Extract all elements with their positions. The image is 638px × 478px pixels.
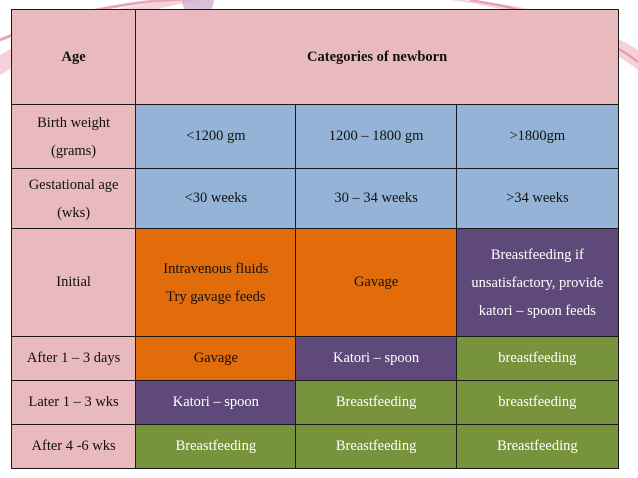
row-label-after-1-3-days: After 1 – 3 days [10, 336, 137, 381]
cell-line: Try gavage feeds [166, 288, 266, 305]
table-row-after-4-6-wks: After 4 -6 wks Breastfeeding Breastfeedi… [10, 424, 620, 469]
table-header-row: Age Categories of newborn [10, 9, 619, 105]
table-cell: 1200 – 1800 gm [295, 104, 457, 169]
cell-line: katori – spoon feeds [478, 302, 596, 319]
table-cell: Breastfeeding [455, 424, 620, 469]
table-row-initial: Initial Intravenous fluids Try gavage fe… [10, 228, 620, 337]
table-row-birth-weight: Birth weight (grams) <1200 gm 1200 – 180… [10, 104, 620, 169]
table-cell: >34 weeks [455, 168, 620, 229]
table-cell: Katori – spoon [295, 336, 457, 381]
row-label-line: (grams) [51, 142, 97, 159]
cell-line: Breastfeeding if [490, 246, 584, 263]
header-categories: Categories of newborn [135, 9, 619, 105]
table-cell: Breastfeeding [295, 424, 457, 469]
row-label-line: Gestational age [28, 176, 119, 193]
table-cell: Breastfeeding [135, 424, 297, 469]
table-cell: breastfeeding [455, 336, 620, 381]
table-cell: Breastfeeding [295, 380, 457, 425]
feeding-categories-table: Age Categories of newborn Birth weight (… [10, 9, 620, 469]
cell-line: Intravenous fluids [163, 260, 269, 277]
row-label-initial: Initial [10, 228, 137, 337]
table-row-after-1-3-days: After 1 – 3 days Gavage Katori – spoon b… [10, 336, 620, 381]
row-label-later-1-3-wks: Later 1 – 3 wks [10, 380, 137, 425]
table-row-later-1-3-wks: Later 1 – 3 wks Katori – spoon Breastfee… [10, 380, 620, 425]
table-cell: Katori – spoon [135, 380, 297, 425]
table-cell: breastfeeding [455, 380, 620, 425]
table-cell: <30 weeks [135, 168, 297, 229]
table-cell: >1800gm [455, 104, 620, 169]
table-cell: Gavage [295, 228, 457, 337]
header-age: Age [10, 9, 137, 105]
table-cell: Gavage [135, 336, 297, 381]
row-label-line: Birth weight [37, 114, 111, 131]
row-label-birth-weight: Birth weight (grams) [10, 104, 137, 169]
table-cell: Breastfeeding if unsatisfactory, provide… [455, 228, 620, 337]
table-cell: 30 – 34 weeks [295, 168, 457, 229]
row-label-gestational-age: Gestational age (wks) [10, 168, 137, 229]
table-cell: Intravenous fluids Try gavage feeds [135, 228, 297, 337]
row-label-after-4-6-wks: After 4 -6 wks [10, 424, 137, 469]
row-label-line: (wks) [57, 204, 91, 221]
cell-line: unsatisfactory, provide [471, 274, 604, 291]
table-row-gestational-age: Gestational age (wks) <30 weeks 30 – 34 … [10, 168, 620, 229]
table-cell: <1200 gm [135, 104, 297, 169]
